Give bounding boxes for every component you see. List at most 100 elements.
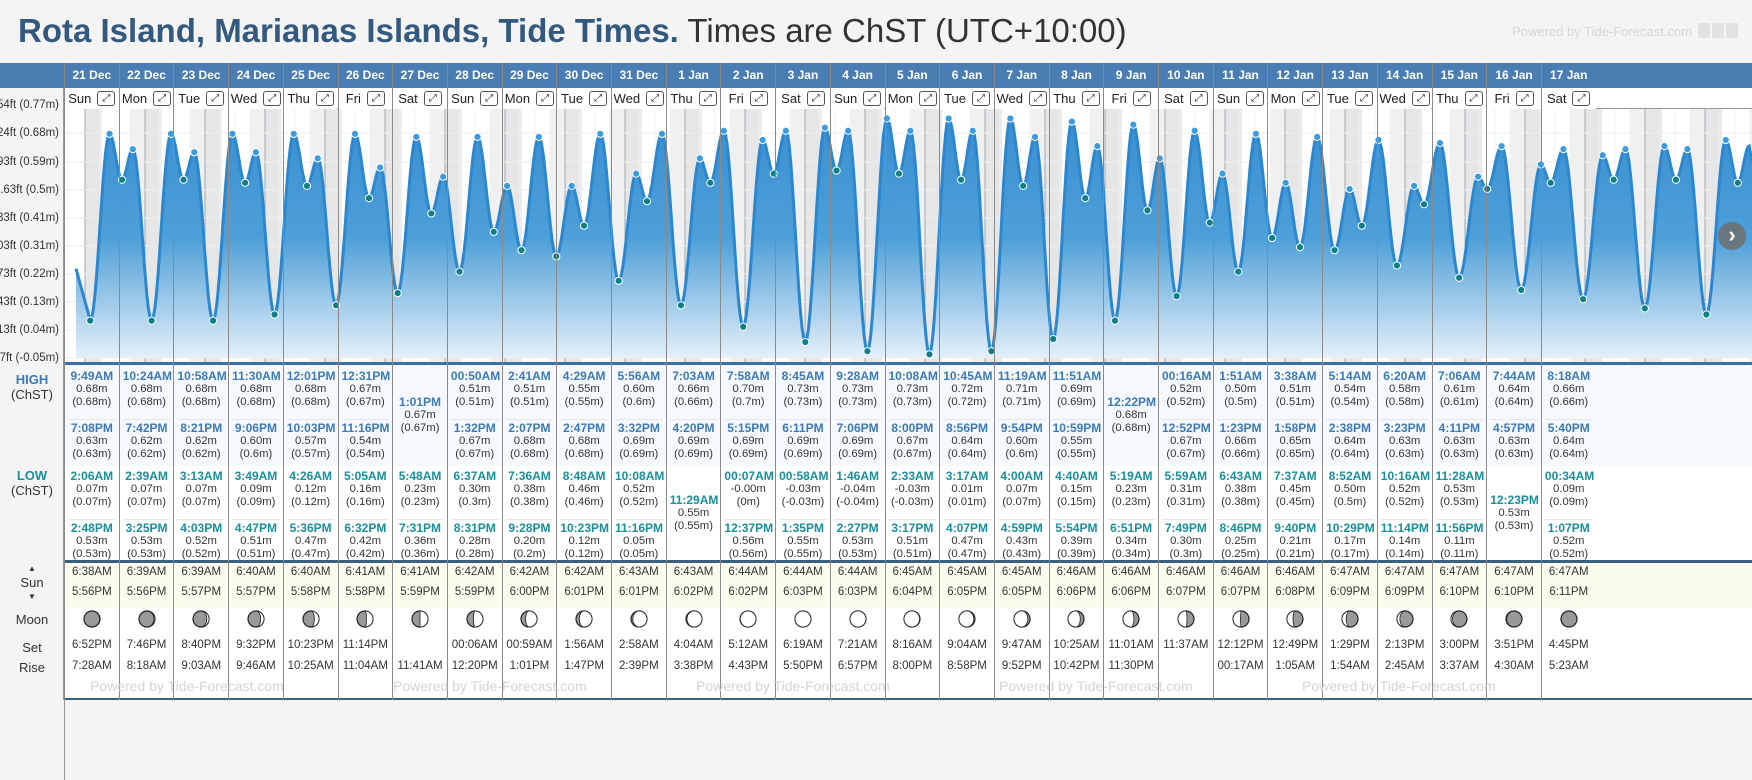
low-tide-point[interactable]: [489, 227, 498, 236]
low-tide-point[interactable]: [1110, 316, 1120, 325]
high-tide-point[interactable]: [820, 123, 830, 132]
expand-day-button[interactable]: ⤢: [971, 91, 990, 106]
low-tide-point[interactable]: [455, 267, 464, 276]
high-tide-point[interactable]: [781, 126, 790, 135]
low-tide-point[interactable]: [1609, 175, 1618, 184]
expand-day-button[interactable]: ⤢: [1028, 91, 1047, 106]
high-tide-point[interactable]: [166, 129, 176, 138]
expand-day-button[interactable]: ⤢: [646, 91, 665, 106]
high-tide-point[interactable]: [289, 129, 298, 138]
high-tide-point[interactable]: [1374, 135, 1383, 145]
expand-day-button[interactable]: ⤢: [1189, 91, 1208, 106]
high-tide-point[interactable]: [534, 132, 543, 142]
expand-day-button[interactable]: ⤢: [366, 91, 385, 106]
high-tide-point[interactable]: [1683, 145, 1692, 154]
high-tide-point[interactable]: [473, 132, 482, 142]
low-tide-point[interactable]: [1517, 285, 1526, 295]
expand-day-button[interactable]: ⤢: [153, 91, 172, 106]
expand-day-button[interactable]: ⤢: [1301, 91, 1320, 106]
low-tide-point[interactable]: [270, 310, 279, 319]
low-tide-point[interactable]: [801, 337, 810, 347]
low-tide-point[interactable]: [1049, 334, 1058, 344]
low-tide-point[interactable]: [894, 169, 904, 178]
expand-day-button[interactable]: ⤢: [263, 91, 282, 106]
expand-day-button[interactable]: ⤢: [1081, 91, 1100, 106]
high-tide-point[interactable]: [1218, 169, 1227, 178]
expand-day-button[interactable]: ⤢: [1572, 91, 1591, 106]
expand-day-button[interactable]: ⤢: [97, 91, 116, 106]
low-tide-point[interactable]: [427, 209, 436, 218]
high-tide-point[interactable]: [1190, 126, 1199, 135]
high-tide-point[interactable]: [1345, 184, 1354, 194]
high-tide-point[interactable]: [1660, 141, 1669, 151]
high-tide-point[interactable]: [439, 172, 448, 181]
low-tide-point[interactable]: [925, 350, 934, 359]
high-tide-point[interactable]: [1155, 154, 1164, 163]
low-tide-point[interactable]: [241, 178, 250, 187]
high-tide-point[interactable]: [1409, 181, 1419, 190]
low-tide-point[interactable]: [739, 322, 748, 331]
high-tide-point[interactable]: [657, 129, 667, 138]
scroll-next-button[interactable]: ›: [1718, 222, 1746, 250]
expand-day-button[interactable]: ⤢: [206, 91, 225, 106]
high-tide-point[interactable]: [596, 129, 605, 138]
expand-day-button[interactable]: ⤢: [918, 91, 937, 106]
high-tide-point[interactable]: [1598, 151, 1607, 160]
low-tide-point[interactable]: [987, 347, 996, 356]
low-tide-point[interactable]: [957, 175, 966, 184]
high-tide-point[interactable]: [632, 169, 641, 178]
low-tide-point[interactable]: [1640, 304, 1649, 313]
low-tide-point[interactable]: [1455, 273, 1464, 282]
expand-day-button[interactable]: ⤢: [749, 91, 768, 106]
low-tide-point[interactable]: [579, 221, 589, 230]
high-tide-point[interactable]: [719, 126, 728, 135]
low-tide-point[interactable]: [676, 301, 686, 310]
high-tide-point[interactable]: [567, 181, 576, 190]
high-tide-point[interactable]: [251, 148, 260, 157]
expand-day-button[interactable]: ⤢: [536, 91, 555, 106]
high-tide-point[interactable]: [1621, 145, 1630, 154]
high-tide-point[interactable]: [1251, 129, 1261, 138]
expand-day-button[interactable]: ⤢: [863, 91, 882, 106]
expand-day-button[interactable]: ⤢: [1411, 91, 1430, 106]
low-tide-point[interactable]: [517, 246, 526, 255]
high-tide-point[interactable]: [944, 114, 953, 123]
low-tide-point[interactable]: [1143, 206, 1152, 215]
low-tide-point[interactable]: [147, 316, 156, 325]
high-tide-point[interactable]: [1129, 120, 1138, 129]
low-tide-point[interactable]: [1419, 200, 1429, 209]
expand-day-button[interactable]: ⤢: [589, 91, 608, 106]
low-tide-point[interactable]: [832, 166, 841, 175]
expand-day-button[interactable]: ⤢: [806, 91, 825, 106]
high-tide-point[interactable]: [502, 181, 512, 190]
low-tide-point[interactable]: [1019, 181, 1028, 190]
high-tide-point[interactable]: [1093, 141, 1102, 151]
low-tide-point[interactable]: [1578, 295, 1588, 304]
high-tide-point[interactable]: [695, 154, 704, 163]
high-tide-point[interactable]: [1067, 117, 1076, 126]
high-tide-point[interactable]: [313, 154, 322, 163]
high-tide-point[interactable]: [1006, 114, 1015, 123]
low-tide-point[interactable]: [552, 252, 561, 261]
low-tide-point[interactable]: [1081, 194, 1090, 203]
high-tide-point[interactable]: [128, 145, 137, 154]
low-tide-point[interactable]: [614, 276, 623, 285]
high-tide-point[interactable]: [1281, 178, 1290, 187]
low-tide-point[interactable]: [1295, 243, 1305, 252]
low-tide-point[interactable]: [179, 175, 188, 184]
expand-day-button[interactable]: ⤢: [1246, 91, 1265, 106]
expand-day-button[interactable]: ⤢: [480, 91, 499, 106]
low-tide-point[interactable]: [863, 347, 872, 356]
high-tide-point[interactable]: [844, 126, 853, 135]
expand-day-button[interactable]: ⤢: [315, 91, 334, 106]
low-tide-point[interactable]: [117, 175, 127, 184]
high-tide-point[interactable]: [1473, 172, 1483, 181]
low-tide-point[interactable]: [1702, 310, 1711, 319]
low-tide-point[interactable]: [1357, 221, 1366, 230]
low-tide-point[interactable]: [706, 178, 715, 187]
low-tide-point[interactable]: [302, 181, 312, 190]
low-tide-point[interactable]: [86, 316, 95, 325]
low-tide-point[interactable]: [1172, 292, 1181, 301]
low-tide-point[interactable]: [1546, 178, 1555, 187]
low-tide-point[interactable]: [1392, 261, 1402, 270]
